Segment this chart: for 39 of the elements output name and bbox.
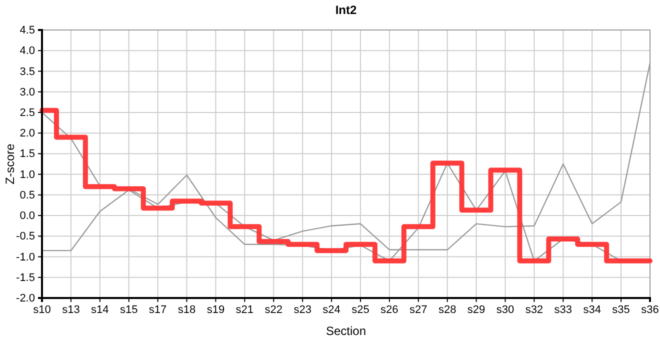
y-tick-label: -1.5 bbox=[16, 272, 35, 284]
x-tick-label: s15 bbox=[120, 304, 138, 316]
x-axis-title: Section bbox=[326, 324, 366, 338]
y-tick-label: 0.0 bbox=[20, 210, 35, 222]
x-tick-label: s30 bbox=[496, 304, 514, 316]
y-tick-label: -1.0 bbox=[16, 251, 35, 264]
y-tick-label: -0.5 bbox=[16, 230, 35, 243]
x-tick-label: s17 bbox=[148, 304, 167, 316]
x-tick-label: s33 bbox=[554, 304, 572, 316]
x-tick-label: s24 bbox=[322, 304, 340, 316]
y-tick-label: 4.5 bbox=[20, 24, 35, 37]
y-tick-label: 3.0 bbox=[20, 86, 35, 98]
x-tick-label: s26 bbox=[380, 304, 398, 316]
x-tick-label: s25 bbox=[352, 304, 370, 316]
x-tick-label: s27 bbox=[410, 304, 428, 316]
x-tick-label: s21 bbox=[236, 304, 254, 316]
x-tick-label: s13 bbox=[62, 304, 80, 316]
x-tick-label: s32 bbox=[525, 304, 544, 316]
y-tick-label: -2.0 bbox=[16, 292, 35, 305]
y-tick-label: 1.5 bbox=[20, 148, 35, 160]
x-tick-label: s22 bbox=[264, 304, 282, 316]
y-tick-label: 0.5 bbox=[20, 189, 35, 202]
chart-title: Int2 bbox=[335, 3, 357, 17]
y-tick-label: 2.0 bbox=[20, 128, 35, 140]
x-tick-label: s23 bbox=[294, 304, 312, 316]
x-tick-label: s18 bbox=[178, 304, 196, 316]
y-tick-label: 2.5 bbox=[20, 106, 35, 119]
x-tick-label: s36 bbox=[641, 304, 659, 316]
x-tick-label: s10 bbox=[33, 304, 51, 316]
x-tick-label: s29 bbox=[467, 304, 486, 316]
x-tick-label: s34 bbox=[583, 304, 601, 316]
y-tick-label: 3.5 bbox=[20, 66, 35, 78]
y-axis-title: Z-score bbox=[3, 143, 17, 184]
x-tick-label: s19 bbox=[206, 304, 225, 316]
y-tick-label: 4.0 bbox=[20, 45, 35, 58]
y-tick-label: 1.0 bbox=[20, 168, 35, 181]
x-tick-label: s28 bbox=[438, 304, 456, 316]
x-tick-label: s35 bbox=[612, 304, 630, 316]
x-tick-label: s14 bbox=[91, 304, 109, 316]
